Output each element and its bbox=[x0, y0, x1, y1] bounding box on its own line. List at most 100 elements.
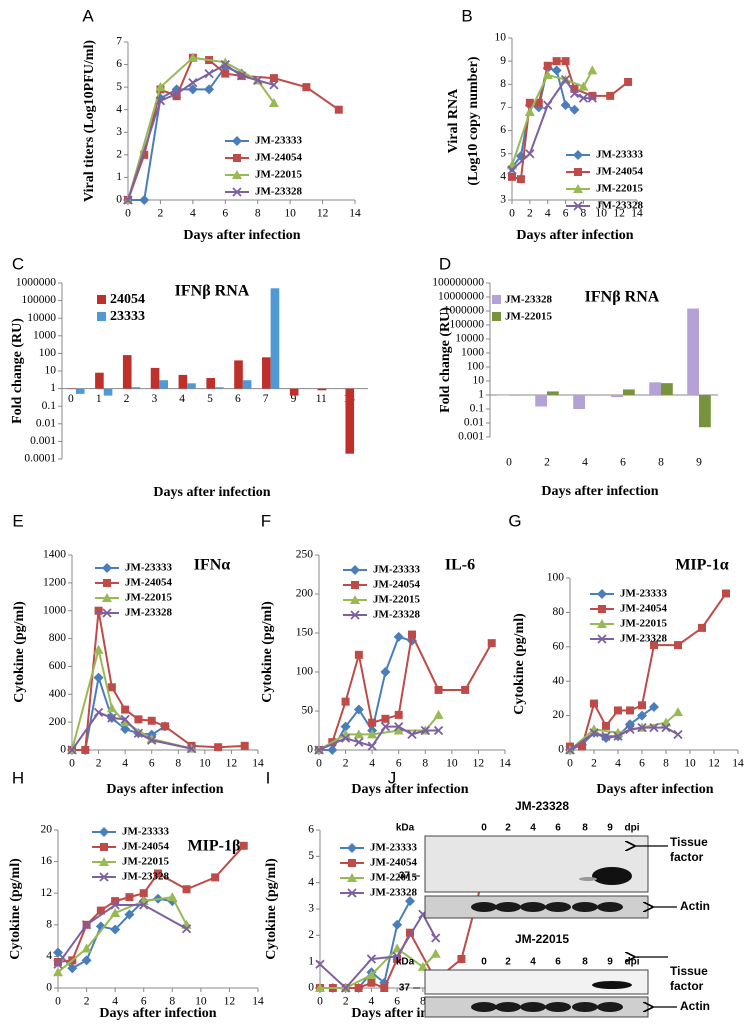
legend-label: JM-23328 bbox=[370, 887, 418, 899]
legend-label: JM-23328 bbox=[122, 871, 170, 883]
marker bbox=[167, 892, 178, 902]
y-tick-label: 1000 bbox=[461, 347, 484, 359]
blot-band bbox=[520, 1002, 546, 1012]
marker bbox=[624, 77, 633, 86]
marker bbox=[253, 75, 263, 86]
marker bbox=[187, 84, 198, 95]
marker bbox=[380, 721, 391, 732]
x-tick-label: 4 bbox=[582, 457, 588, 469]
chart-title: IL-6 bbox=[445, 557, 475, 574]
y-tick-label: 1000 bbox=[43, 604, 66, 616]
marker bbox=[722, 589, 730, 598]
x-tick-label: 6 bbox=[235, 393, 241, 405]
y-tick-label: 100000 bbox=[450, 319, 485, 331]
bar bbox=[150, 367, 160, 389]
legend-swatch bbox=[97, 295, 106, 304]
marker bbox=[543, 61, 552, 70]
legend-label: JM-22015 bbox=[370, 872, 418, 884]
marker bbox=[53, 967, 63, 977]
series-line bbox=[127, 63, 275, 201]
marker bbox=[368, 718, 377, 727]
lane-label: 0 bbox=[481, 823, 487, 834]
series-line bbox=[511, 69, 594, 166]
y-tick-label: 5 bbox=[116, 81, 122, 93]
x-tick-label: 9 bbox=[291, 393, 297, 405]
marker bbox=[570, 84, 579, 93]
x-tick-label: 4 bbox=[369, 758, 375, 770]
x-tick-label: 3 bbox=[151, 393, 157, 405]
marker bbox=[161, 722, 169, 731]
lane-label: 0 bbox=[481, 957, 487, 968]
marker bbox=[93, 707, 104, 718]
marker bbox=[354, 984, 363, 992]
marker bbox=[552, 57, 561, 66]
y-tick-label: 150 bbox=[296, 627, 314, 639]
marker bbox=[698, 623, 706, 632]
x-tick-label: 6 bbox=[222, 208, 228, 220]
y-axis-label: Cytokine (pg/ml) bbox=[260, 601, 275, 703]
marker bbox=[525, 149, 535, 159]
x-tick-label: 9 bbox=[696, 457, 702, 469]
blot-band bbox=[592, 981, 632, 989]
bar bbox=[611, 395, 623, 398]
marker bbox=[673, 707, 683, 717]
marker bbox=[367, 729, 378, 739]
y-tick-label: 3 bbox=[500, 194, 506, 206]
marker bbox=[140, 150, 149, 159]
x-tick-label: 14 bbox=[732, 758, 744, 770]
y-tick-label: 2 bbox=[308, 929, 314, 941]
marker bbox=[121, 705, 130, 714]
x-tick-label: 14 bbox=[499, 758, 511, 770]
x-tick-label: 2 bbox=[544, 457, 550, 469]
legend-label: JM-24054 bbox=[122, 841, 170, 853]
x-tick-label: 7 bbox=[263, 393, 269, 405]
x-tick-label: 12 bbox=[613, 208, 625, 220]
marker bbox=[232, 170, 242, 179]
marker bbox=[569, 104, 580, 115]
marker bbox=[182, 885, 191, 894]
x-tick-label: 1 bbox=[96, 393, 102, 405]
x-tick-label: 12 bbox=[708, 758, 720, 770]
x-tick-label: 4 bbox=[369, 996, 375, 1008]
chart-title: IFNα bbox=[194, 557, 231, 574]
y-tick-label: 800 bbox=[49, 632, 67, 644]
marker bbox=[393, 631, 404, 642]
lane-label: 2 bbox=[505, 823, 511, 834]
marker bbox=[461, 685, 470, 694]
marker bbox=[394, 710, 403, 719]
series-line bbox=[320, 947, 437, 989]
y-tick-label: 0.01 bbox=[464, 417, 484, 429]
marker bbox=[350, 565, 360, 575]
chart-title: IFNβ RNA bbox=[585, 289, 660, 306]
marker bbox=[587, 65, 598, 75]
marker bbox=[220, 59, 230, 70]
marker bbox=[134, 715, 143, 724]
lane-label: 4 bbox=[530, 823, 536, 834]
marker bbox=[81, 746, 90, 754]
marker bbox=[106, 703, 117, 713]
legend-label: JM-22015 bbox=[122, 856, 170, 868]
target-label: Tissue bbox=[670, 964, 708, 978]
y-tick-label: 1000000 bbox=[16, 277, 57, 289]
marker bbox=[269, 74, 278, 83]
marker bbox=[154, 869, 162, 878]
bar bbox=[289, 388, 299, 396]
y-tick-label: 4 bbox=[116, 103, 122, 115]
marker bbox=[394, 721, 404, 732]
x-tick-label: 8 bbox=[169, 996, 175, 1008]
marker bbox=[350, 610, 360, 620]
x-axis-label: Days after infection bbox=[106, 782, 223, 797]
marker bbox=[405, 896, 415, 907]
x-tick-label: 10 bbox=[195, 996, 207, 1008]
y-axis-label: Cytokine (pg/ml) bbox=[8, 858, 23, 960]
marker bbox=[139, 889, 148, 898]
marker bbox=[147, 716, 156, 725]
marker bbox=[588, 91, 597, 100]
panel-letter: G bbox=[508, 511, 521, 530]
chart-title: IFNβ RNA bbox=[175, 283, 250, 300]
marker bbox=[601, 731, 611, 741]
y-tick-label: 3 bbox=[116, 126, 122, 138]
marker bbox=[155, 96, 166, 106]
legend-label: JM-23333 bbox=[373, 564, 421, 576]
x-tick-label: 8 bbox=[420, 996, 426, 1008]
